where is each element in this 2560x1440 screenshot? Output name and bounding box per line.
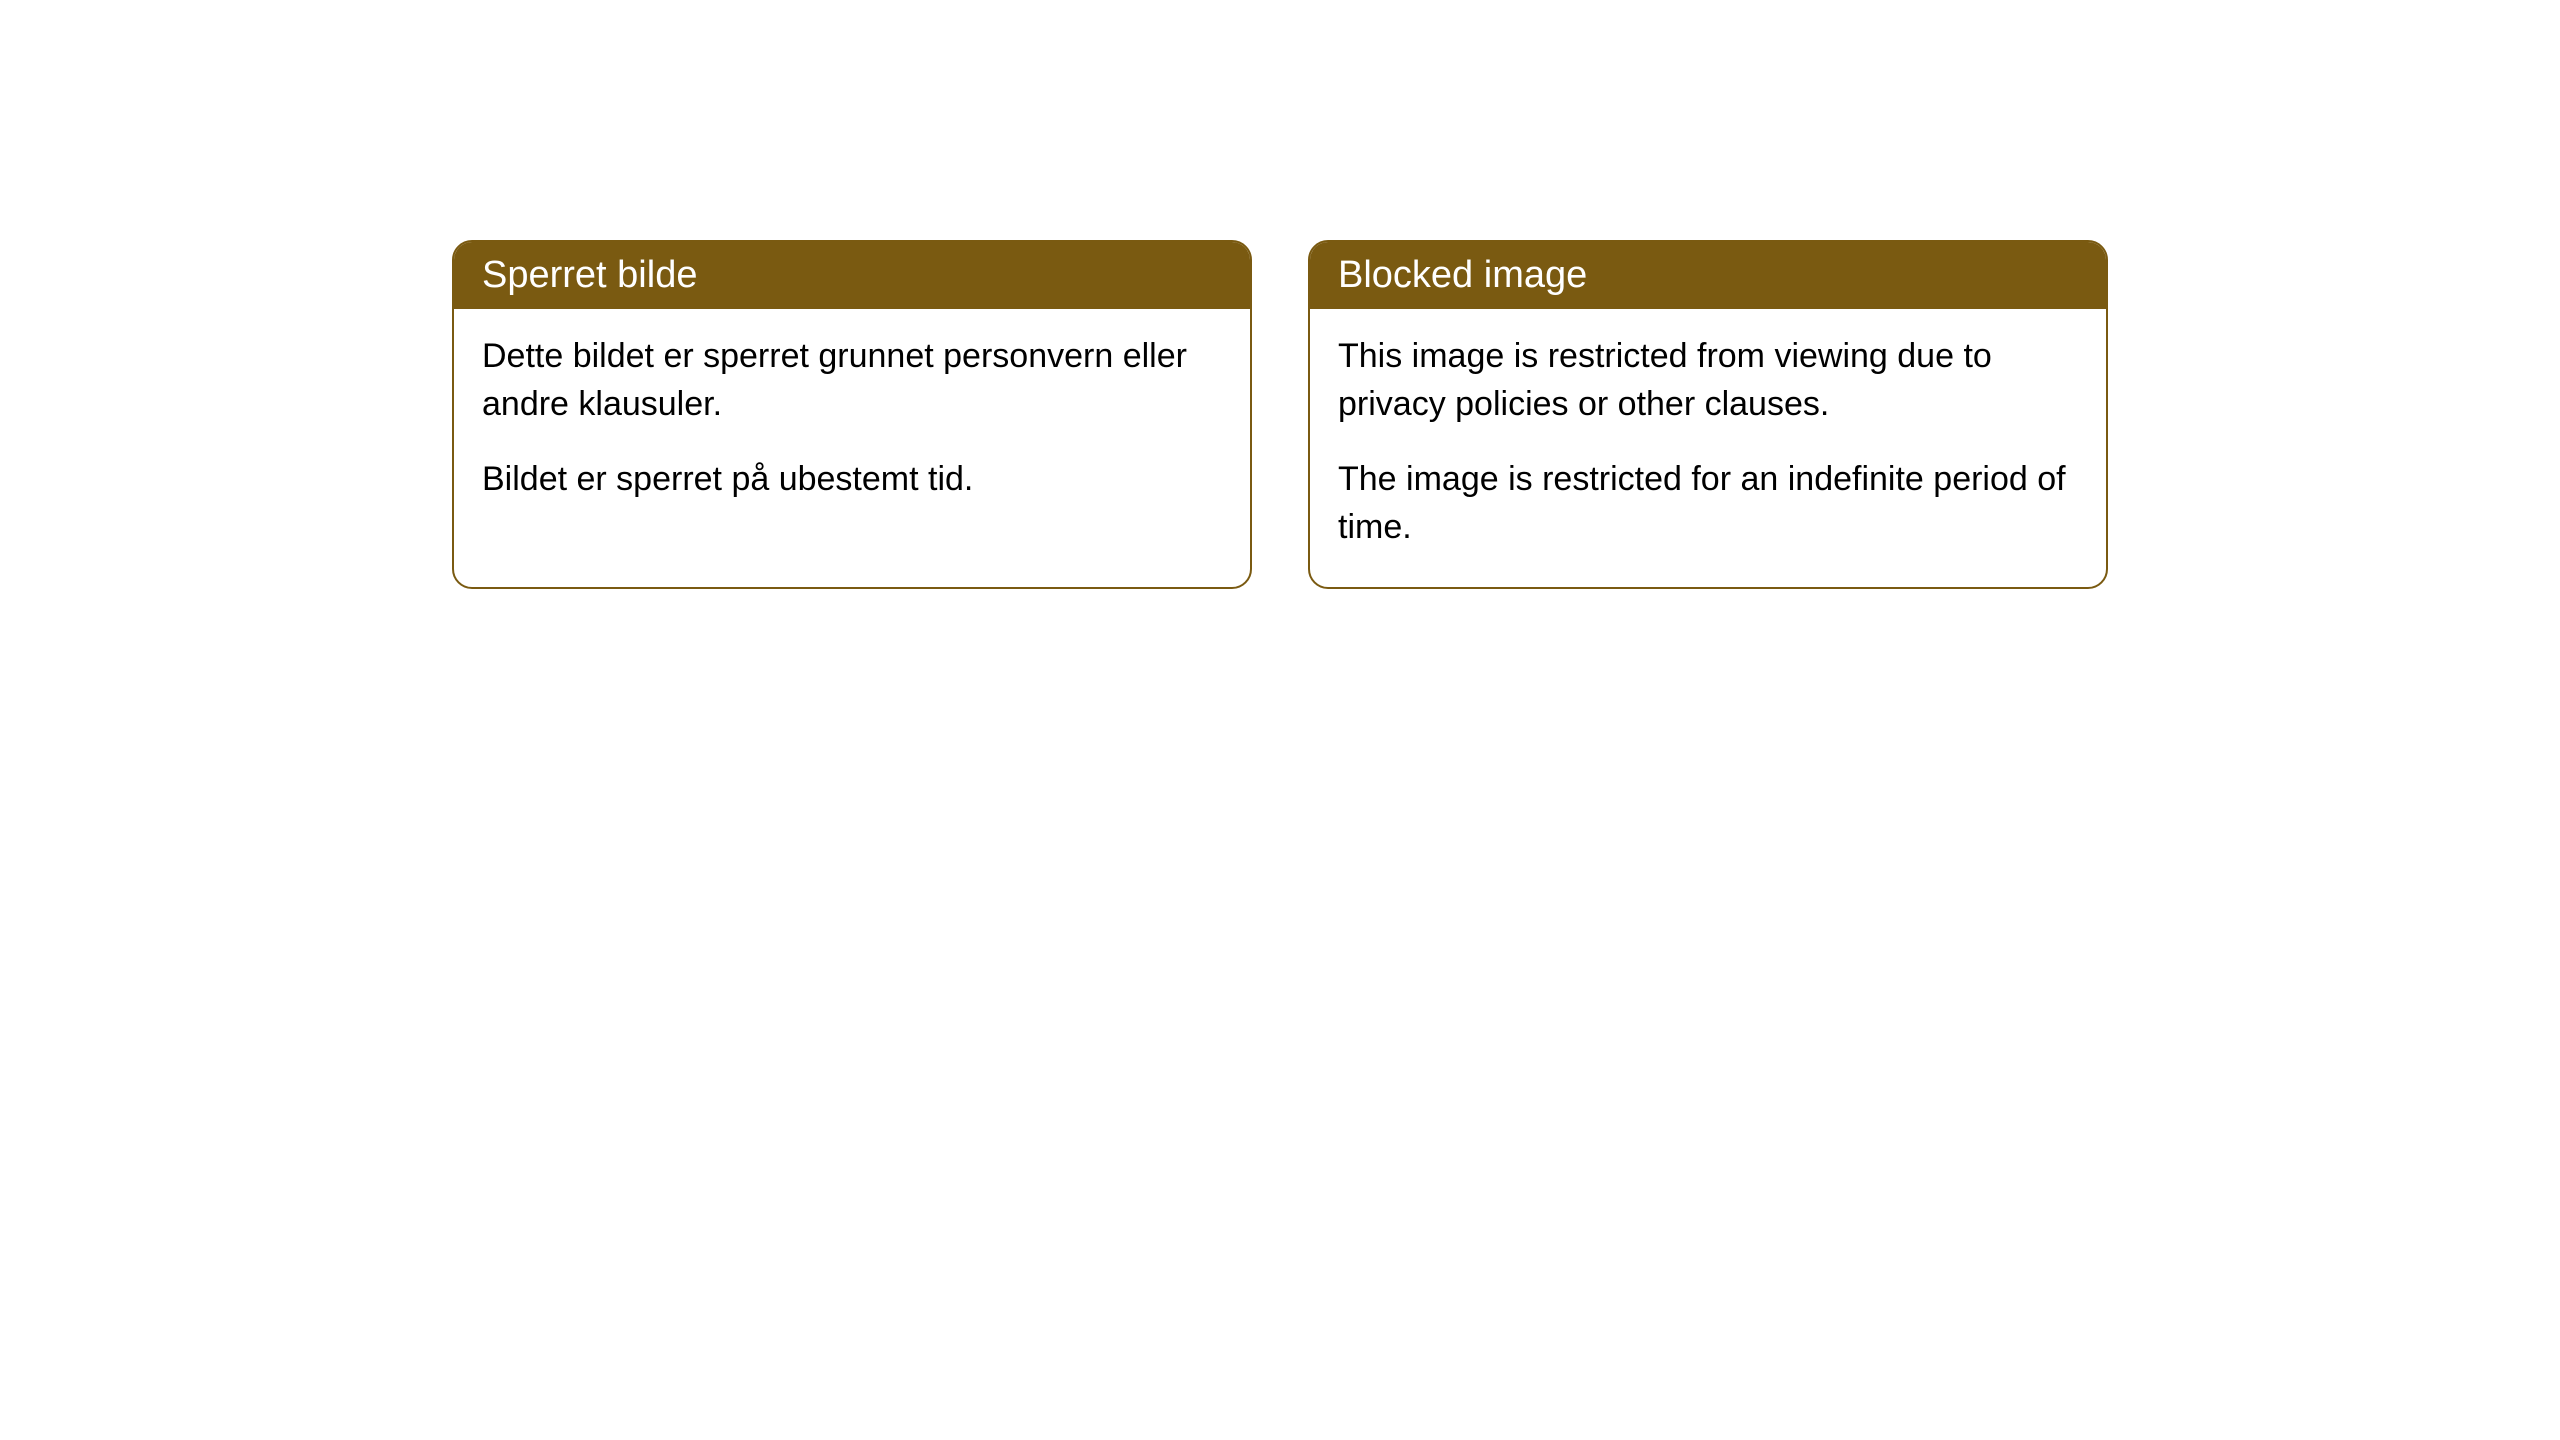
card-para1-norwegian: Dette bildet er sperret grunnet personve… (482, 333, 1222, 428)
card-header-norwegian: Sperret bilde (454, 242, 1250, 309)
cards-container: Sperret bilde Dette bildet er sperret gr… (452, 240, 2108, 589)
card-english: Blocked image This image is restricted f… (1308, 240, 2108, 589)
card-title-english: Blocked image (1338, 254, 1587, 296)
card-body-norwegian: Dette bildet er sperret grunnet personve… (454, 309, 1250, 540)
card-para2-norwegian: Bildet er sperret på ubestemt tid. (482, 456, 1222, 504)
card-header-english: Blocked image (1310, 242, 2106, 309)
card-para1-english: This image is restricted from viewing du… (1338, 333, 2078, 428)
card-body-english: This image is restricted from viewing du… (1310, 309, 2106, 587)
card-para2-english: The image is restricted for an indefinit… (1338, 456, 2078, 551)
card-title-norwegian: Sperret bilde (482, 254, 697, 296)
card-norwegian: Sperret bilde Dette bildet er sperret gr… (452, 240, 1252, 589)
